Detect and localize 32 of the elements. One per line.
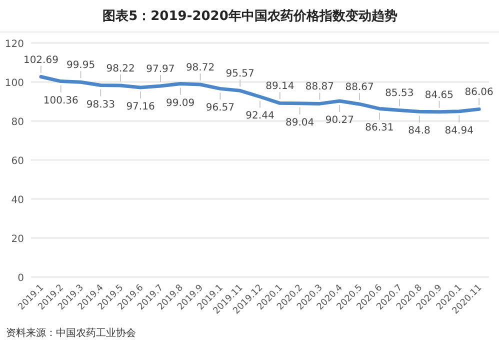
data-label: 98.72 xyxy=(186,62,215,74)
data-label: 99.09 xyxy=(166,98,195,109)
y-tick-label: 20 xyxy=(11,234,24,245)
data-label: 84.8 xyxy=(408,126,430,137)
annotation: 资料来源：中国农药工业协会 xyxy=(6,328,136,339)
data-label: 90.27 xyxy=(325,114,354,126)
y-tick-label: 60 xyxy=(11,156,24,167)
data-label: 95.57 xyxy=(226,68,254,80)
data-label: 88.87 xyxy=(305,82,334,93)
data-label: 97.97 xyxy=(146,64,175,75)
data-label: 84.65 xyxy=(424,90,454,101)
data-label: 99.95 xyxy=(66,60,96,72)
y-tick-label: 100 xyxy=(4,78,24,89)
title: 图表5：2019-2020年中国农药价格指数变动趋势 xyxy=(102,9,398,24)
data-label: 85.53 xyxy=(385,88,414,100)
data-label: 89.04 xyxy=(286,117,314,128)
data-label: 98.22 xyxy=(106,63,135,74)
data-label: 86.31 xyxy=(365,122,394,134)
y-tick-label: 0 xyxy=(18,273,24,284)
y-tick-label: 120 xyxy=(4,39,24,50)
data-label: 96.57 xyxy=(206,102,234,114)
data-label: 89.14 xyxy=(266,81,294,92)
data-label: 102.69 xyxy=(23,54,58,66)
y-tick-label: 80 xyxy=(11,117,24,128)
data-label: 98.33 xyxy=(86,99,116,110)
data-label: 100.36 xyxy=(43,95,78,106)
data-label: 92.44 xyxy=(246,110,274,122)
data-label: 84.94 xyxy=(444,125,474,136)
data-label: 86.06 xyxy=(464,87,494,98)
y-tick-label: 40 xyxy=(11,195,24,206)
data-label: 88.67 xyxy=(345,82,374,94)
data-label: 97.16 xyxy=(126,102,155,113)
